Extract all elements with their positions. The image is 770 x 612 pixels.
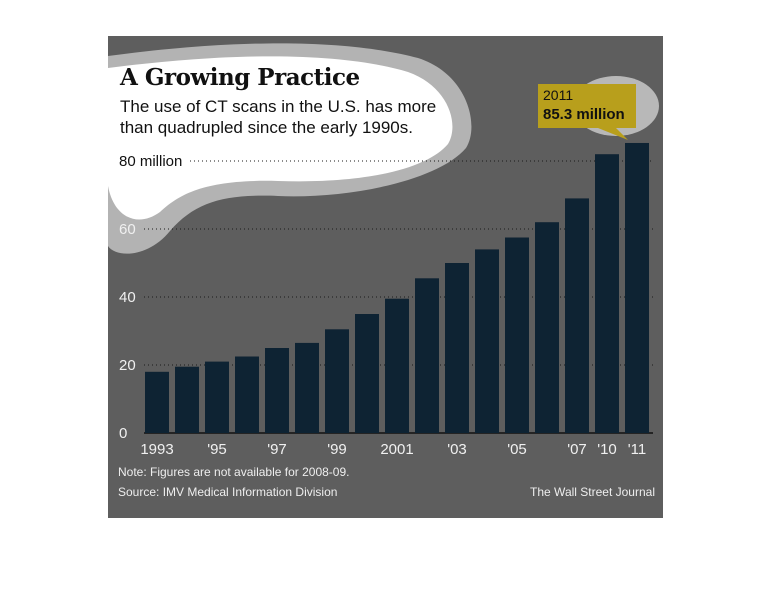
annotation-value: 85.3 million: [543, 106, 625, 123]
x-tick-label: '99: [327, 441, 347, 458]
x-tick-label: '05: [507, 441, 527, 458]
bar: [535, 222, 559, 433]
bar: [475, 249, 499, 433]
bar: [595, 154, 619, 433]
callout-pointer: [598, 128, 628, 140]
chart-panel: 0 20 40 60 80 million 1993 '95 '97 '99 2001 '03 '05…: [108, 36, 663, 518]
y-tick-label: 60: [119, 221, 136, 238]
annotation-year: 2011: [543, 87, 574, 103]
bar: [205, 361, 229, 433]
x-tick-label: 1993: [140, 441, 173, 458]
bar: [175, 366, 199, 433]
y-tick-label: 40: [119, 289, 136, 306]
chart-svg: 0 20 40 60 80 million 1993 '95 '97 '99 2001 '03 '05…: [108, 43, 659, 458]
x-tick-label: '97: [267, 441, 287, 458]
bar: [355, 314, 379, 433]
x-tick-label: '10: [597, 441, 617, 458]
chart-source: Source: IMV Medical Information Division: [118, 485, 338, 499]
bar: [415, 278, 439, 433]
bar: [625, 142, 649, 433]
bar: [325, 329, 349, 433]
chart-subtitle: The use of CT scans in the U.S. has more…: [120, 97, 437, 137]
bar: [565, 198, 589, 433]
bar: [145, 371, 169, 433]
bar: [385, 298, 409, 433]
y-tick-label: 0: [119, 425, 127, 442]
bar: [265, 348, 289, 433]
bar: [505, 237, 529, 433]
y-tick-label: 20: [119, 357, 136, 374]
bar: [235, 356, 259, 433]
annotation-callout: 2011 85.3 million: [538, 84, 636, 128]
chart-note: Note: Figures are not available for 2008…: [118, 465, 350, 479]
bar: [445, 263, 469, 433]
chart-credit: The Wall Street Journal: [530, 485, 655, 499]
chart-title: A Growing Practice: [120, 64, 360, 91]
title-bubble: [108, 56, 453, 220]
bar: [295, 342, 319, 433]
x-tick-label: 2001: [380, 441, 413, 458]
x-tick-label: '95: [207, 441, 227, 458]
y-tick-label: 80 million: [119, 153, 182, 170]
x-tick-label: '03: [447, 441, 467, 458]
x-tick-label: '07: [567, 441, 587, 458]
x-tick-label: '11: [628, 441, 646, 458]
